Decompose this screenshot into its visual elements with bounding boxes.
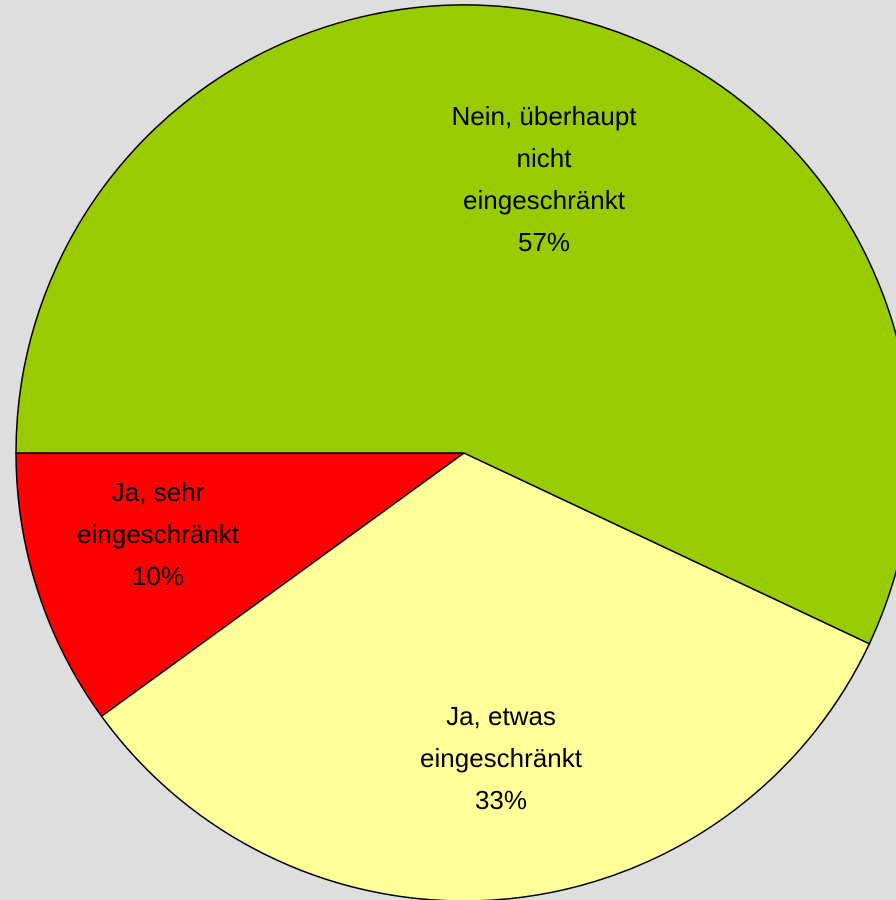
pie-slice xyxy=(100,452,871,900)
slice-name: Nein, überhaupt nicht eingeschränkt xyxy=(451,101,637,215)
slice-value: 57% xyxy=(517,227,571,257)
slice-name: Ja, etwas eingeschränkt xyxy=(420,701,582,773)
slice-value: 33% xyxy=(474,785,528,815)
pie-slice xyxy=(15,4,896,645)
pie-slice xyxy=(15,452,467,718)
slice-label: Nein, überhaupt nicht eingeschränkt 57% xyxy=(442,95,647,263)
slice-value: 10% xyxy=(131,561,185,591)
slice-label: Ja, etwas eingeschränkt 33% xyxy=(401,695,601,821)
slice-name: Ja, sehr eingeschränkt xyxy=(77,477,239,549)
slice-label: Ja, sehr eingeschränkt 10% xyxy=(58,471,258,597)
